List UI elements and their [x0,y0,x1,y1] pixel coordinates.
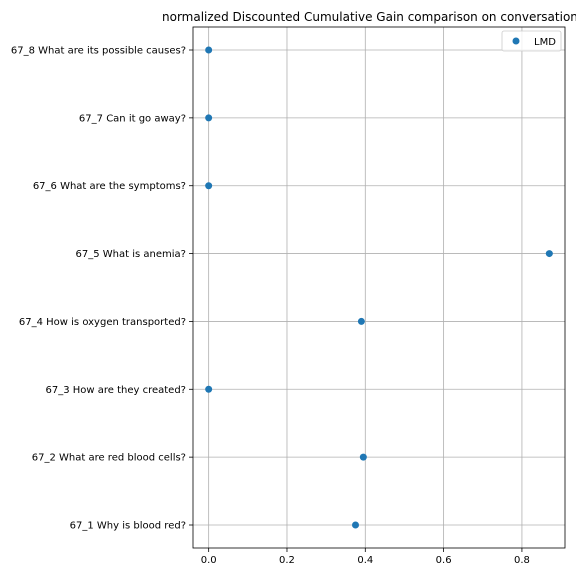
x-tick-label: 0.8 [514,555,530,566]
y-tick-label: 67_8 What are its possible causes? [11,46,186,57]
grid-lines [193,27,565,548]
data-point [205,182,213,190]
axis-ticks: 0.0 0.2 0.4 0.6 0.8 67_1 Why is blood red? 67_… [11,46,530,567]
data-point [357,317,365,325]
y-tick-label: 67_5 What is anemia? [76,249,186,260]
legend-marker [512,37,520,45]
data-point [205,46,213,54]
y-tick-label: 67_4 How is oxygen transported? [19,317,186,328]
plot-frame [192,26,566,549]
y-tick-label: 67_6 What are the symptoms? [33,181,186,192]
legend-box [501,30,562,52]
data-point [359,453,367,461]
y-tick-label: 67_2 What are red blood cells? [32,453,186,464]
data-points [205,46,553,529]
x-tick-label: 0.0 [201,555,217,566]
y-tick-label: 67_3 How are they created? [45,385,186,396]
data-point [205,114,213,122]
legend-label-lmd: LMD [534,37,556,48]
data-point [545,250,553,258]
legend: LMD [501,30,562,52]
x-tick-label: 0.4 [357,555,373,566]
y-tick-label: 67_1 Why is blood red? [70,521,186,532]
chart-title: normalized Discounted Cumulative Gain co… [162,10,576,24]
data-point [205,385,213,393]
y-tick-label: 67_7 Can it go away? [79,113,186,124]
x-tick-label: 0.6 [436,555,452,566]
data-point [352,521,360,529]
x-tick-label: 0.2 [279,555,295,566]
